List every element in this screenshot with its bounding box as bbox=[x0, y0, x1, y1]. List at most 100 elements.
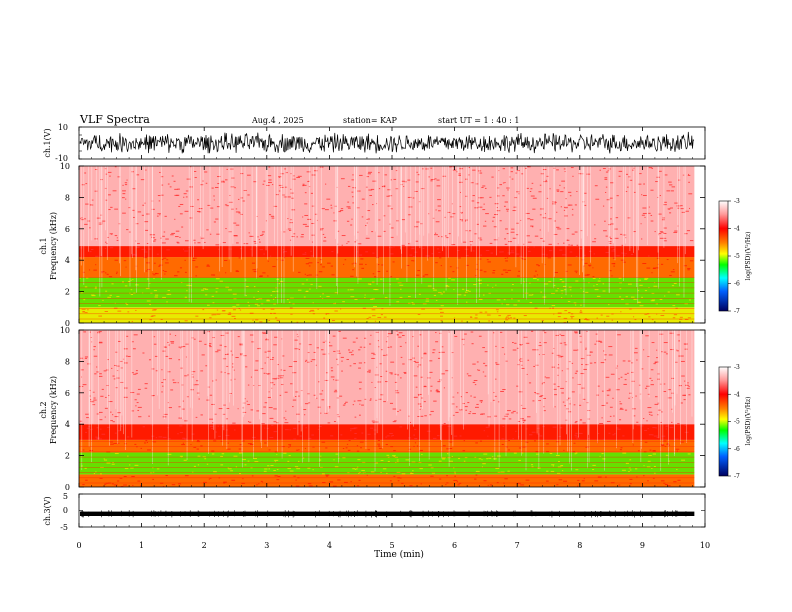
spectral-speckle bbox=[244, 398, 246, 400]
spectral-speckle bbox=[127, 280, 131, 282]
spectral-speckle bbox=[520, 344, 523, 346]
spectral-speckle bbox=[478, 206, 483, 208]
y-tick-label: 8 bbox=[65, 357, 70, 366]
spectral-speckle bbox=[186, 284, 190, 286]
spectral-speckle bbox=[352, 341, 356, 343]
spectral-speckle bbox=[304, 252, 307, 254]
spectral-speckle bbox=[507, 314, 511, 316]
spectral-speckle bbox=[613, 415, 615, 417]
spectral-speckle bbox=[242, 459, 246, 461]
ch1-ytick-bottom: -10 bbox=[55, 154, 68, 163]
spectral-speckle bbox=[637, 301, 640, 303]
spectral-streak bbox=[266, 330, 268, 447]
spectral-speckle bbox=[156, 215, 159, 217]
spectral-speckle bbox=[515, 430, 517, 432]
spectral-speckle bbox=[104, 483, 107, 485]
spectral-speckle bbox=[544, 376, 546, 378]
spectral-speckle bbox=[584, 318, 587, 320]
spectral-streak bbox=[136, 166, 137, 293]
spectral-speckle bbox=[575, 370, 579, 372]
spectral-speckle bbox=[496, 311, 499, 313]
spectral-speckle bbox=[96, 438, 100, 440]
spectral-speckle bbox=[406, 265, 410, 267]
colorbar-tick-label: -4 bbox=[734, 391, 740, 398]
spectral-speckle bbox=[259, 249, 263, 251]
spectral-speckle bbox=[475, 314, 478, 316]
spectral-speckle bbox=[151, 236, 153, 238]
spectral-speckle bbox=[266, 427, 269, 429]
spectral-speckle bbox=[125, 355, 128, 357]
spectral-speckle bbox=[656, 357, 658, 359]
spectral-speckle bbox=[669, 207, 673, 209]
spectral-speckle bbox=[636, 421, 639, 423]
spectral-speckle bbox=[445, 484, 447, 486]
spectral-speckle bbox=[639, 173, 642, 175]
spectral-speckle bbox=[680, 355, 684, 357]
spectral-speckle bbox=[519, 255, 523, 257]
spectral-streak bbox=[131, 330, 133, 438]
spectral-speckle bbox=[413, 260, 415, 262]
spectral-speckle bbox=[150, 315, 154, 317]
spectral-streak bbox=[241, 330, 243, 468]
spectral-speckle bbox=[222, 310, 226, 312]
spectral-speckle bbox=[261, 423, 265, 425]
spectral-speckle bbox=[422, 303, 427, 305]
spectral-speckle bbox=[235, 356, 239, 358]
spectral-speckle bbox=[135, 405, 137, 407]
spectral-speckle bbox=[289, 429, 291, 431]
spectral-speckle bbox=[340, 434, 343, 436]
spectral-speckle bbox=[473, 284, 477, 286]
spectral-speckle bbox=[685, 210, 689, 212]
spectral-streak bbox=[625, 166, 626, 244]
spectral-speckle bbox=[274, 475, 278, 477]
spectral-speckle bbox=[292, 175, 295, 177]
spectral-speckle bbox=[563, 317, 568, 319]
spectral-speckle bbox=[459, 206, 462, 208]
spectral-speckle bbox=[456, 481, 459, 483]
spectral-speckle bbox=[313, 394, 316, 396]
spectral-speckle bbox=[116, 442, 120, 444]
spectral-speckle bbox=[547, 218, 552, 220]
spectral-speckle bbox=[85, 277, 89, 279]
spectral-speckle bbox=[361, 216, 364, 218]
spectral-speckle bbox=[226, 168, 228, 170]
spectral-speckle bbox=[387, 346, 390, 348]
spectral-speckle bbox=[247, 174, 251, 176]
spectral-speckle bbox=[533, 246, 535, 248]
spectral-speckle bbox=[249, 312, 254, 314]
spectral-speckle bbox=[183, 459, 187, 461]
spectral-speckle bbox=[618, 484, 621, 486]
spectral-speckle bbox=[527, 416, 531, 418]
spectral-speckle bbox=[512, 438, 514, 440]
spectral-streak bbox=[229, 330, 230, 403]
spectral-speckle bbox=[330, 367, 333, 369]
spectral-speckle bbox=[597, 476, 602, 478]
spectral-streak bbox=[335, 166, 336, 239]
spectral-speckle bbox=[184, 250, 189, 252]
spectral-speckle bbox=[451, 279, 455, 281]
spectral-speckle bbox=[568, 244, 570, 246]
spectral-speckle bbox=[655, 267, 659, 269]
spectral-speckle bbox=[642, 418, 645, 420]
spectral-streak bbox=[457, 166, 459, 305]
spectral-speckle bbox=[643, 183, 645, 185]
spectral-speckle bbox=[304, 214, 309, 216]
spectral-streak bbox=[376, 330, 378, 419]
spectral-speckle bbox=[367, 449, 370, 451]
spectral-speckle bbox=[547, 257, 552, 259]
spectral-speckle bbox=[189, 285, 192, 287]
spectral-speckle bbox=[272, 357, 275, 359]
spectral-speckle bbox=[544, 264, 546, 266]
spectral-speckle bbox=[120, 485, 124, 487]
spectral-streak bbox=[255, 166, 257, 247]
spectral-speckle bbox=[93, 397, 96, 399]
spectral-speckle bbox=[665, 426, 667, 428]
spectral-speckle bbox=[341, 360, 343, 362]
spectral-speckle bbox=[641, 194, 643, 196]
spectral-speckle bbox=[217, 349, 221, 351]
spectral-speckle bbox=[312, 469, 314, 471]
spectral-speckle bbox=[355, 468, 358, 470]
spectral-speckle bbox=[184, 296, 188, 298]
spectral-speckle bbox=[380, 314, 383, 316]
spectral-speckle bbox=[530, 225, 534, 227]
